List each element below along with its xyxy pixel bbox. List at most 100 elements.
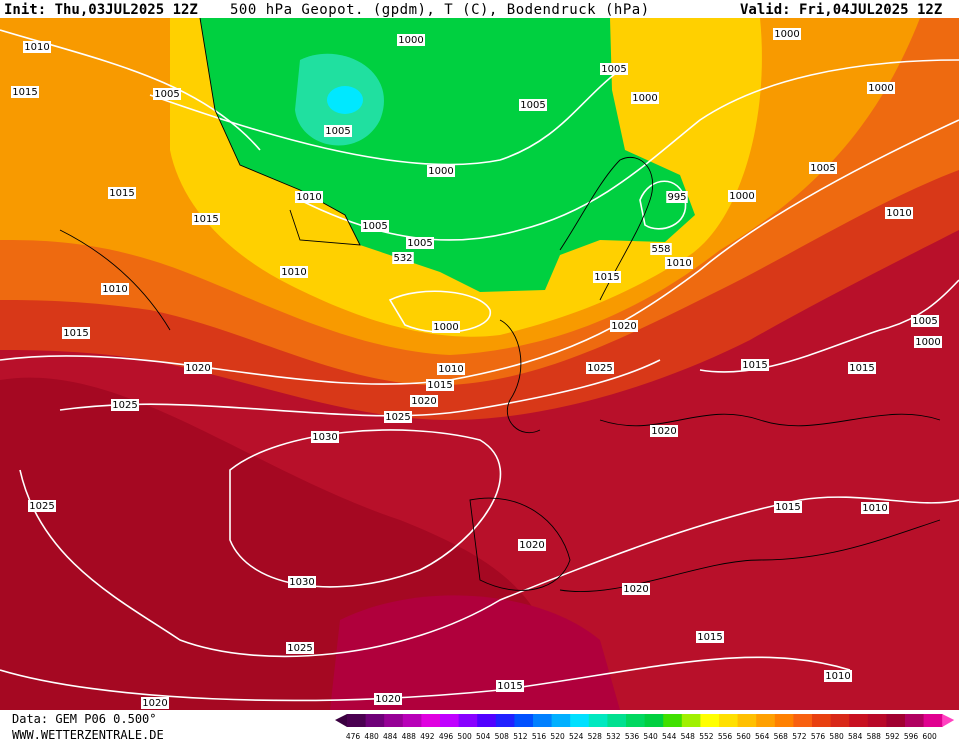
isobar-label-bg [11,86,39,98]
isobar-label-bg [600,63,628,75]
colorbar-swatch [495,714,515,727]
colorbar-label: 552 [699,732,714,741]
colorbar-label: 532 [606,732,621,741]
colorbar-swatch [458,714,478,727]
colorbar-label: 588 [867,732,882,741]
isobar-label-bg [108,187,136,199]
isobar-label: 1005 [407,238,432,249]
isobar-label-bg [631,92,659,104]
isobar-label: 1020 [651,426,676,437]
colorbar-swatch [570,714,590,727]
isobar-label: 1015 [849,363,874,374]
colorbar-swatch [365,714,385,727]
colorbar-label: 512 [513,732,528,741]
coast-canada [59,229,171,331]
colorbar-swatch [756,714,776,727]
isobar-label-bg [374,693,402,705]
colorbar-label: 576 [811,732,826,741]
field-crimson [330,595,620,710]
isobar-label-bg [773,28,801,40]
colorbar-swatch [719,714,739,727]
isobar-label-bg [914,336,942,348]
isobar-label-bg [101,283,129,295]
isobar-label-bg [432,321,460,333]
isobar-label: 1000 [915,337,940,348]
colorbar: 476 480 484 488 492 496 500 504 508 512 516 520 524 5… [335,714,955,741]
colorbar-label: 524 [569,732,584,741]
colorbar-swatch [588,714,608,727]
website: WWW.WETTERZENTRALE.DE [12,728,164,741]
colorbar-label: 488 [402,732,417,741]
colorbar-label: 556 [718,732,733,741]
isobar-label: 1015 [697,632,722,643]
colorbar-swatch [402,714,422,727]
colorbar-label: 520 [550,732,565,741]
colorbar-swatch [737,714,757,727]
colorbar-swatch [774,714,794,727]
isobar-label: 1015 [775,502,800,513]
colorbar-swatch [551,714,571,727]
colorbar-label: 564 [755,732,770,741]
isobar-label: 1010 [102,284,127,295]
colorbar-label: 572 [792,732,807,741]
isobar-label: 1010 [862,503,887,514]
isobar-label: 1015 [742,360,767,371]
isobar-label: 1025 [29,501,54,512]
isobar-label-bg [774,501,802,513]
isobar-label: 1025 [287,643,312,654]
isobar-line [19,469,959,658]
isobar-label-bg [809,162,837,174]
isobar-label-bg [622,583,650,595]
isobar-label-bg [593,271,621,283]
coast-iberia [469,497,571,591]
isobar-label: 1015 [427,380,452,391]
colorbar-label: 584 [848,732,863,741]
colorbar-label: 476 [346,732,361,741]
isobar-label-bg [286,642,314,654]
isobar-label-bg [885,207,913,219]
isobar-label-bg [324,125,352,137]
colorbar-swatch [384,714,404,727]
isobar-label-bg [848,362,876,374]
colorbar-label: 544 [662,732,677,741]
isobar-label: 1025 [385,412,410,423]
isobar-label-bg [519,99,547,111]
colorbar-swatch [849,714,869,727]
isobar-line [149,69,621,166]
isobar-label: 1020 [375,694,400,705]
colorbar-swatch [477,714,497,727]
isobar-label-bg [397,34,425,46]
isobar-label-bg [610,320,638,332]
colorbar-label: 592 [885,732,900,741]
isobar-label-bg [392,252,414,264]
isobar-label: 1020 [185,363,210,374]
colorbar-swatch [626,714,646,727]
colorbar-swatch [421,714,441,727]
isobar-line [0,656,851,702]
isobar-label-bg [665,257,693,269]
colorbar-swatch [347,714,367,727]
isobar-label: 1020 [611,321,636,332]
isobar-label-bg [111,399,139,411]
coast-africa [559,519,941,592]
isobar-label-bg [666,191,688,203]
isobar-label-bg [280,266,308,278]
isobar-label: 1000 [774,29,799,40]
colorbar-swatch [830,714,850,727]
colorbar-swatch [681,714,701,727]
isobar-label: 1025 [587,363,612,374]
colorbar-label: 516 [532,732,547,741]
colorbar-label: 480 [364,732,379,741]
isobar-label-bg [741,359,769,371]
isobar-line [59,359,661,417]
isobar-label-bg [23,41,51,53]
isobar-label-bg [650,425,678,437]
isobar-label: 1015 [12,87,37,98]
isobar-label: 1000 [729,191,754,202]
map-title: 500 hPa Geopot. (gpdm), T (C), Bodendruc… [230,2,650,18]
isobar-label: 1010 [296,192,321,203]
isobar-label: 1005 [154,89,179,100]
isobar-label: 1005 [601,64,626,75]
colorbar-label: 536 [625,732,640,741]
isobar-label: 1010 [666,258,691,269]
